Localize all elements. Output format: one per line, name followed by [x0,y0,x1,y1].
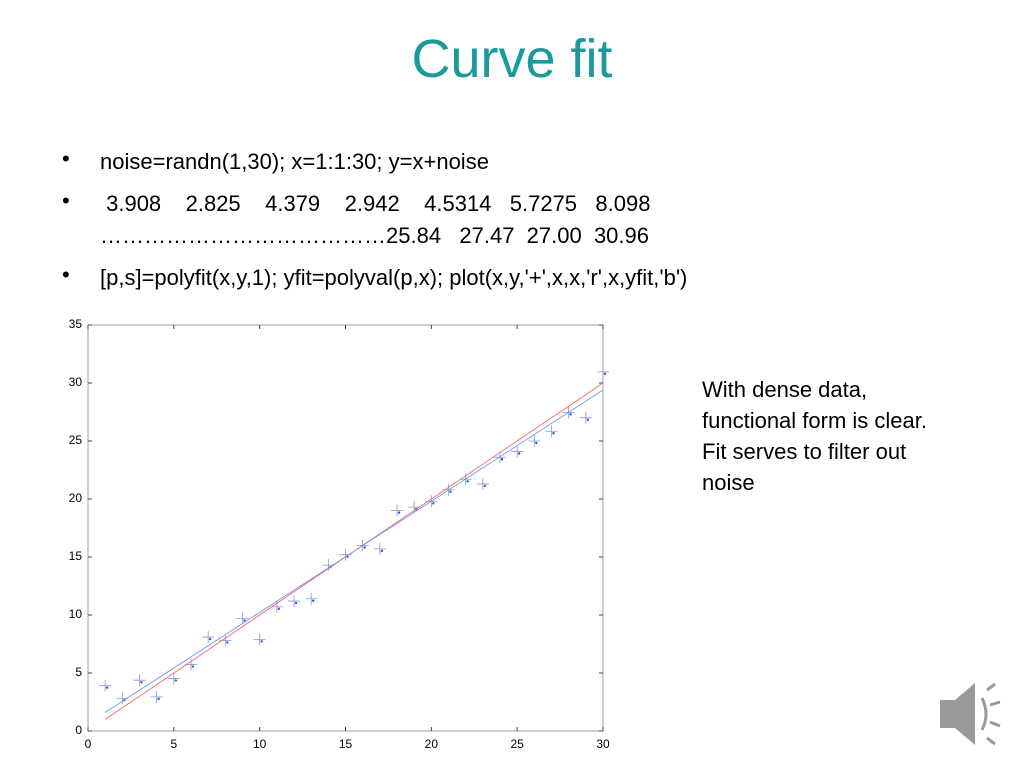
point [99,679,112,692]
note-line: noise [702,470,755,495]
bullet: 3.908 2.825 4.379 2.942 4.5314 5.7275 8.… [62,188,687,252]
y-tick-label: 15 [69,549,83,563]
speaker-icon [940,682,1001,746]
point-dot [277,607,281,611]
note: With dense data, functional form is clear… [702,374,927,498]
point [373,542,386,555]
point-dot [466,480,469,483]
point-dot [157,697,160,701]
y-tick-label: 0 [75,723,82,737]
plot-frame [87,324,604,732]
y-tick-label: 5 [75,665,82,679]
y-tick-label: 25 [69,433,83,447]
bullet-line: noise=randn(1,30); x=1:1:30; y=x+noise [100,149,489,174]
point-dot [363,546,366,549]
point-dot [174,679,178,682]
bullet-line: 3.908 2.825 4.379 2.942 4.5314 5.7275 8.… [100,191,651,216]
point-dot [260,640,263,643]
point-dot [483,484,487,488]
y-tick-label: 35 [69,317,83,331]
point-dot [603,372,607,376]
point [597,365,609,378]
point-dot [208,637,212,641]
point-dot [535,441,538,445]
point [545,425,558,438]
point [253,633,266,646]
point [167,672,180,685]
bullet: noise=randn(1,30); x=1:1:30; y=x+noise [62,146,687,178]
point-dot [586,418,590,421]
note-line: functional form is clear. [702,408,927,433]
note-line: Fit serves to filter out [702,439,907,464]
bullet-line: …………………………………25.84 27.47 27.00 30.96 [100,223,650,248]
x-tick-label: 5 [170,737,177,751]
x-tick-label: 25 [510,737,524,751]
bullet-line: [p,s]=polyfit(x,y,1); yfit=polyval(p,x);… [100,265,688,290]
point [476,477,489,490]
point [494,451,506,464]
point-dot [311,599,315,602]
point-dot [569,413,572,416]
point [133,674,146,687]
x-tick-label: 20 [425,737,439,751]
point [391,504,403,517]
note-line: With dense data, [702,377,868,402]
point-dot [105,686,109,689]
point-dot [140,681,143,684]
point [236,612,249,625]
point [579,411,592,424]
point-dot [380,549,384,553]
slide-title: Curve fit [411,29,613,89]
point-dot [243,619,246,622]
point [150,690,163,703]
point-dot [552,432,555,435]
bullet-list: noise=randn(1,30); x=1:1:30; y=x+noise 3… [62,146,687,304]
point [305,592,318,605]
point [528,435,541,447]
point-dot [517,452,521,455]
point [288,595,300,608]
point [511,445,524,458]
point [270,600,283,613]
point [202,631,215,644]
y-tick-label: 10 [69,607,83,621]
point-dot [432,502,435,505]
point-dot [500,458,504,461]
point [408,501,421,514]
x-tick-label: 10 [253,737,267,751]
bullet: [p,s]=polyfit(x,y,1); yfit=polyval(p,x);… [62,262,687,294]
x-tick-label: 30 [596,737,610,751]
x-tick-label: 15 [339,737,353,751]
point-dot [449,490,452,493]
point-dot [226,641,229,644]
point-dot [294,601,298,605]
point-dot [191,665,195,668]
y-tick-label: 20 [69,491,83,505]
x-tick-label: 0 [85,737,92,751]
y-tick-label: 30 [69,375,83,389]
point-dot [397,511,401,514]
line [104,389,604,713]
